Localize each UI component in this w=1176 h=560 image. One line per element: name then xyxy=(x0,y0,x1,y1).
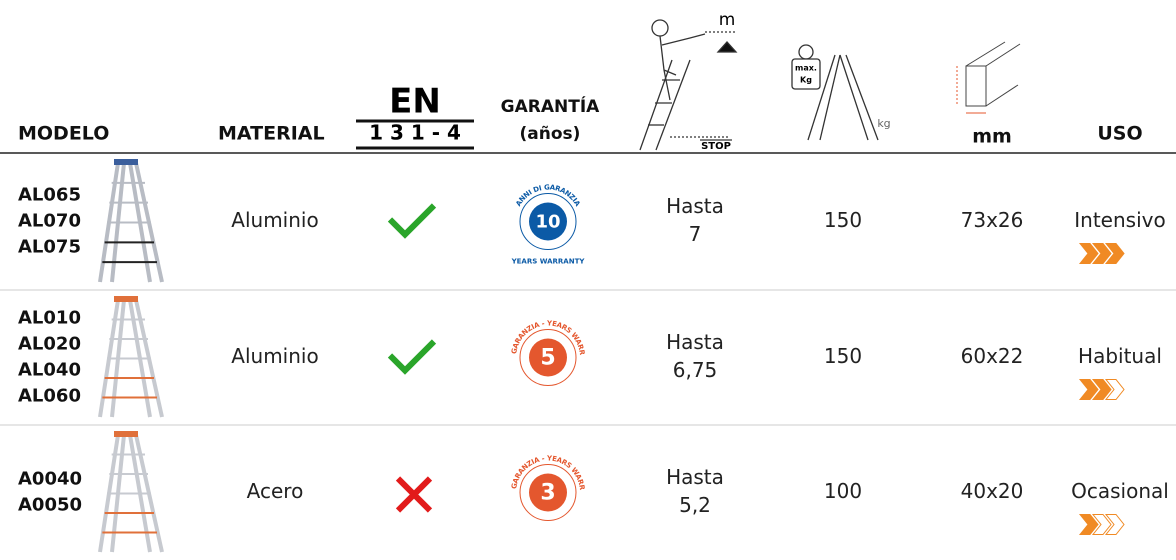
load-value: 100 xyxy=(824,479,862,503)
badge-core xyxy=(529,473,567,512)
use-chevron xyxy=(1104,243,1125,264)
use-chevron xyxy=(1091,379,1112,400)
cross-mark xyxy=(395,476,433,513)
warranty-years: 10 xyxy=(535,212,560,233)
model-code: AL040 xyxy=(18,360,81,381)
load-unit: kg xyxy=(877,117,890,130)
check-mark xyxy=(387,339,437,375)
model-code: A0040 xyxy=(18,469,82,490)
height-label: Hasta xyxy=(666,330,724,354)
ring-top: ANNI GARANZIA - YEARS WARRANTY xyxy=(0,0,586,492)
max-unit: Kg xyxy=(800,76,812,85)
height-value: 5,2 xyxy=(679,493,711,517)
use-label: Ocasional xyxy=(1071,479,1169,503)
use-chevron xyxy=(1091,243,1112,264)
section-unit: mm xyxy=(972,126,1012,148)
section-icon xyxy=(956,41,1021,114)
model-code: AL065 xyxy=(18,185,81,206)
load-value: 150 xyxy=(824,344,862,368)
badge-ring xyxy=(519,464,577,521)
height-icon xyxy=(639,19,738,151)
load-icon xyxy=(791,44,879,141)
model-code: AL020 xyxy=(18,334,81,355)
ladder-top xyxy=(114,431,138,437)
height-label: Hasta xyxy=(666,465,724,489)
stop-label: STOP xyxy=(701,141,731,152)
model-code: AL070 xyxy=(18,211,81,232)
use-chevron xyxy=(1104,379,1125,400)
badge-core xyxy=(529,202,567,241)
material-header: MATERIAL xyxy=(218,123,325,145)
use-label: Intensivo xyxy=(1074,208,1165,232)
ring-top: ANNI GARANZIA - YEARS WARRANTY xyxy=(0,0,586,357)
section-value: 40x20 xyxy=(961,479,1024,503)
badge-ring xyxy=(519,193,577,250)
badge-ring xyxy=(519,329,577,386)
use-chevron xyxy=(1078,514,1099,535)
warranty-header: GARANTÍA xyxy=(501,95,601,117)
ladder-image xyxy=(98,431,164,553)
warranty-unit: (años) xyxy=(520,124,581,144)
load-value: 150 xyxy=(824,208,862,232)
ladder-top xyxy=(114,159,138,165)
model-code: AL060 xyxy=(18,386,81,407)
badge-core xyxy=(529,338,567,377)
material: Acero xyxy=(247,479,304,503)
warranty-badge: 5ANNI GARANZIA - YEARS WARRANTY xyxy=(0,0,586,386)
ladder-top xyxy=(114,296,138,302)
section-value: 60x22 xyxy=(961,344,1024,368)
warranty-years: 3 xyxy=(540,481,555,506)
section-value: 73x26 xyxy=(961,208,1024,232)
ring-text: ANNI GARANZIA - YEARS WARRANTY xyxy=(0,0,586,357)
height-value: 7 xyxy=(689,222,702,246)
en-title: EN xyxy=(389,82,441,122)
use-label: Habitual xyxy=(1078,344,1162,368)
ladder-image xyxy=(98,296,164,418)
use-chevron xyxy=(1078,379,1099,400)
model-code: AL010 xyxy=(18,308,81,329)
material: Aluminio xyxy=(231,208,318,232)
model-code: AL075 xyxy=(18,237,81,258)
ring-bottom: YEARS WARRANTY xyxy=(511,258,586,266)
use-header: USO xyxy=(1097,123,1142,145)
en-code: 1 3 1 - 4 xyxy=(369,121,461,145)
ring-text: ANNI GARANZIA - YEARS WARRANTY xyxy=(0,0,586,492)
use-chevron xyxy=(1078,243,1099,264)
model-header: MODELO xyxy=(18,123,109,145)
height-label: Hasta xyxy=(666,194,724,218)
ladder-image xyxy=(98,159,164,283)
use-chevron xyxy=(1091,514,1112,535)
height-unit: m xyxy=(719,10,736,30)
use-chevron xyxy=(1104,514,1125,535)
warranty-badge: 3 ANNI GARANZIA - YEARS WARRANTY xyxy=(0,0,586,521)
warranty-years: 5 xyxy=(540,346,555,371)
model-code: A0050 xyxy=(18,495,82,516)
height-value: 6,75 xyxy=(673,358,718,382)
check-mark xyxy=(387,203,437,239)
max-label: max. xyxy=(795,64,817,73)
material: Aluminio xyxy=(231,344,318,368)
